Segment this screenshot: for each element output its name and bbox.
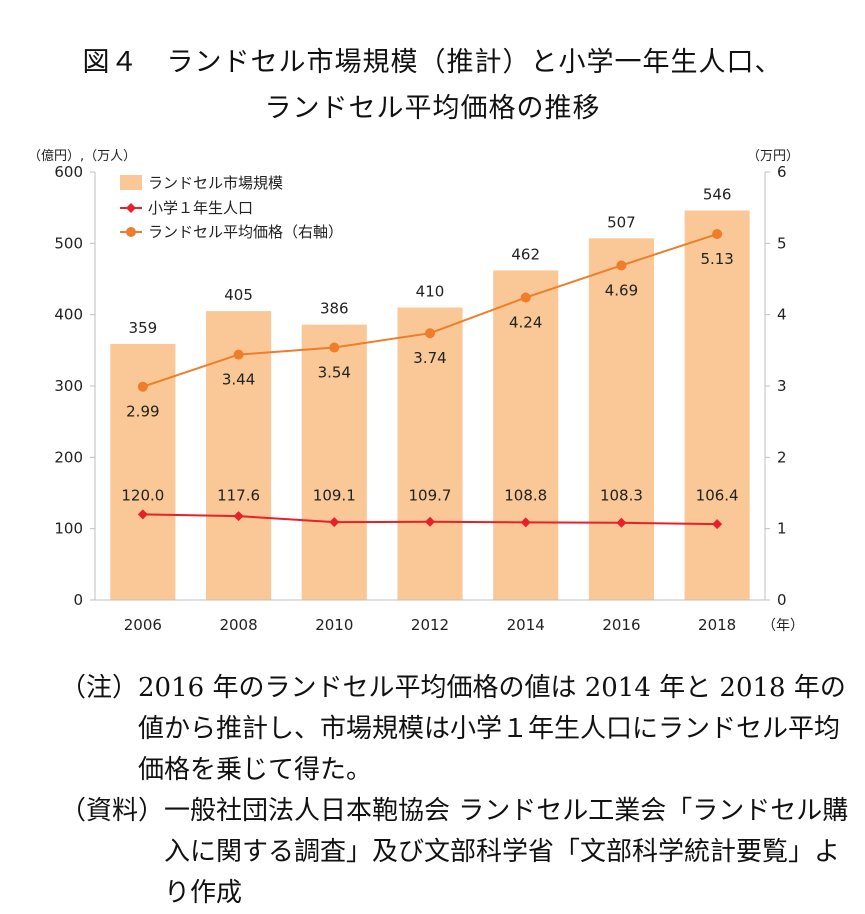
point-first-grade-population [425,516,435,527]
chart-title-line1: 図４ ランドセル市場規模（推計）と小学一年生人口、 [82,47,783,78]
right-tick-label: 1 [777,520,787,538]
point-first-grade-population [712,519,723,530]
legend-label-price: ランドセル平均価格（右軸） [148,223,343,241]
price-value-label: 4.24 [509,314,542,332]
price-value-label: 5.13 [700,250,733,268]
bar-market-size [588,238,654,600]
note-label: （注） [60,673,139,703]
price-value-label: 3.74 [413,349,446,367]
note-text: 2016 年のランドセル平均価格の値は 2014 年と 2018 年の値から推計… [138,673,846,785]
bar-value-label: 546 [703,186,732,204]
point-first-grade-population [329,517,340,528]
point-average-price [425,328,435,339]
right-tick-label: 5 [777,234,787,252]
point-average-price [233,349,244,360]
left-tick-label: 600 [54,163,83,181]
right-tick-label: 3 [777,377,787,395]
bar-value-label: 462 [511,245,540,263]
population-value-label: 120.0 [121,486,164,504]
population-value-label: 109.1 [313,486,356,504]
bar-market-size [684,210,750,600]
bar-value-label: 386 [320,300,349,318]
population-value-label: 106.4 [696,486,739,504]
point-average-price [520,292,531,303]
bar-value-label: 405 [224,286,253,304]
point-average-price [329,342,340,353]
source-row: （資料） 一般社団法人日本鞄協会 ランドセル工業会「ランドセル購入に関する調査」… [60,791,850,914]
note-row: （注） 2016 年のランドセル平均価格の値は 2014 年と 2018 年の値… [60,668,850,791]
chart-title-line2: ランドセル平均価格の推移 [264,93,601,124]
point-first-grade-population [520,517,531,528]
left-tick-label: 200 [54,448,83,466]
left-tick-label: 400 [54,306,83,324]
price-value-label: 3.54 [318,363,351,381]
right-tick-label: 0 [777,591,787,609]
point-average-price [616,260,627,271]
x-tick-label: 2018 [698,616,736,634]
bar-market-size [397,307,463,600]
combo-chart: 0 100 200 300 400 500 600 0 1 2 3 4 5 6 2006 2008 2010 20… [28,148,804,634]
x-tick-label: 2016 [602,616,640,634]
left-axis-unit-label: （億円）,（万人） [28,148,136,164]
left-tick-label: 0 [73,591,83,609]
bar-value-label: 410 [416,283,445,301]
x-tick-label: 2006 [124,616,162,634]
population-value-label: 117.6 [217,486,260,504]
legend-swatch-market-size [120,175,142,190]
x-axis-unit-label: （年） [762,618,804,634]
source-text: 一般社団法人日本鞄協会 ランドセル工業会「ランドセル購入に関する調査」及び文部科… [164,796,849,908]
notes-section: （注） 2016 年のランドセル平均価格の値は 2014 年と 2018 年の値… [60,668,850,914]
right-tick-label: 2 [777,448,787,466]
right-axis-unit-label: （万円） [747,149,799,164]
legend-label-market-size: ランドセル市場規模 [148,174,283,192]
left-tick-label: 100 [54,520,83,538]
population-value-label: 108.3 [600,486,643,504]
bar-value-label: 359 [129,319,158,337]
population-value-label: 109.7 [409,486,452,504]
point-average-price [712,229,723,240]
x-tick-label: 2012 [411,616,449,634]
right-tick-label: 4 [777,306,787,324]
x-tick-label: 2008 [219,616,257,634]
point-average-price [137,381,148,392]
legend-label-population: 小学１年生人口 [148,199,253,217]
right-tick-label: 6 [777,163,787,181]
bar-market-size [493,270,559,600]
left-tick-label: 300 [54,377,83,395]
legend-marker-price [126,227,136,237]
price-value-label: 2.99 [126,403,159,421]
population-value-label: 108.8 [504,486,547,504]
left-tick-label: 500 [54,234,83,252]
point-first-grade-population [616,517,627,528]
point-first-grade-population [233,511,244,522]
bar-market-size [301,324,367,600]
price-value-label: 4.69 [605,281,638,299]
price-value-label: 3.44 [222,371,255,389]
legend-marker-population [126,203,136,213]
bar-value-label: 507 [607,213,636,231]
x-tick-label: 2010 [315,616,353,634]
source-label: （資料） [60,796,165,826]
x-tick-label: 2014 [507,616,545,634]
point-first-grade-population [137,509,148,520]
